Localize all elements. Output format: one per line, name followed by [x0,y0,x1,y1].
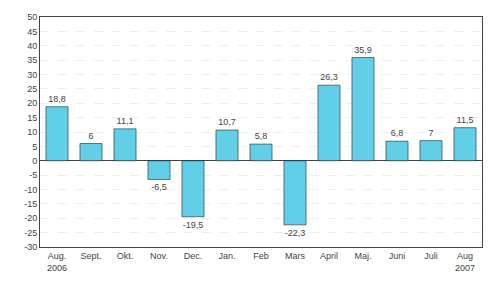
svg-text:6: 6 [88,131,93,141]
svg-text:-19,5: -19,5 [183,220,204,230]
svg-text:-30: -30 [24,242,37,252]
svg-text:5: 5 [32,142,37,152]
svg-text:40: 40 [27,41,37,51]
svg-text:50: 50 [27,12,37,22]
svg-text:-5: -5 [29,170,37,180]
svg-text:11,5: 11,5 [457,115,474,125]
svg-text:7: 7 [428,128,433,138]
svg-text:11,1: 11,1 [117,116,134,126]
svg-text:Juni: Juni [389,251,406,261]
svg-text:-25: -25 [24,228,37,238]
svg-text:-6,5: -6,5 [151,182,167,192]
svg-text:-20: -20 [24,213,37,223]
svg-text:10,7: 10,7 [218,117,236,127]
svg-text:6,8: 6,8 [391,128,404,138]
svg-text:35,9: 35,9 [354,45,372,55]
svg-text:25: 25 [27,84,37,94]
svg-text:5,8: 5,8 [255,131,268,141]
svg-text:-15: -15 [24,199,37,209]
svg-text:-10: -10 [24,185,37,195]
svg-text:Maj.: Maj. [354,251,371,261]
svg-text:Dec.: Dec. [184,251,203,261]
svg-text:Aug.2006: Aug.2006 [47,251,67,273]
svg-text:0: 0 [32,156,37,166]
svg-text:20: 20 [27,98,37,108]
svg-text:45: 45 [27,27,37,37]
svg-text:-22,3: -22,3 [285,228,306,238]
svg-text:18,8: 18,8 [48,94,66,104]
svg-text:Mars: Mars [285,251,305,261]
svg-text:Okt.: Okt. [117,251,134,261]
svg-text:Juli: Juli [424,251,438,261]
svg-text:Nov.: Nov. [150,251,168,261]
svg-text:Feb: Feb [253,251,269,261]
svg-text:Sept.: Sept. [80,251,101,261]
svg-text:15: 15 [27,113,37,123]
svg-text:10: 10 [27,127,37,137]
svg-text:April: April [320,251,338,261]
svg-text:Aug2007: Aug2007 [455,251,475,273]
svg-text:26,3: 26,3 [320,72,338,82]
svg-text:35: 35 [27,55,37,65]
svg-text:30: 30 [27,70,37,80]
svg-text:Jan.: Jan. [218,251,235,261]
